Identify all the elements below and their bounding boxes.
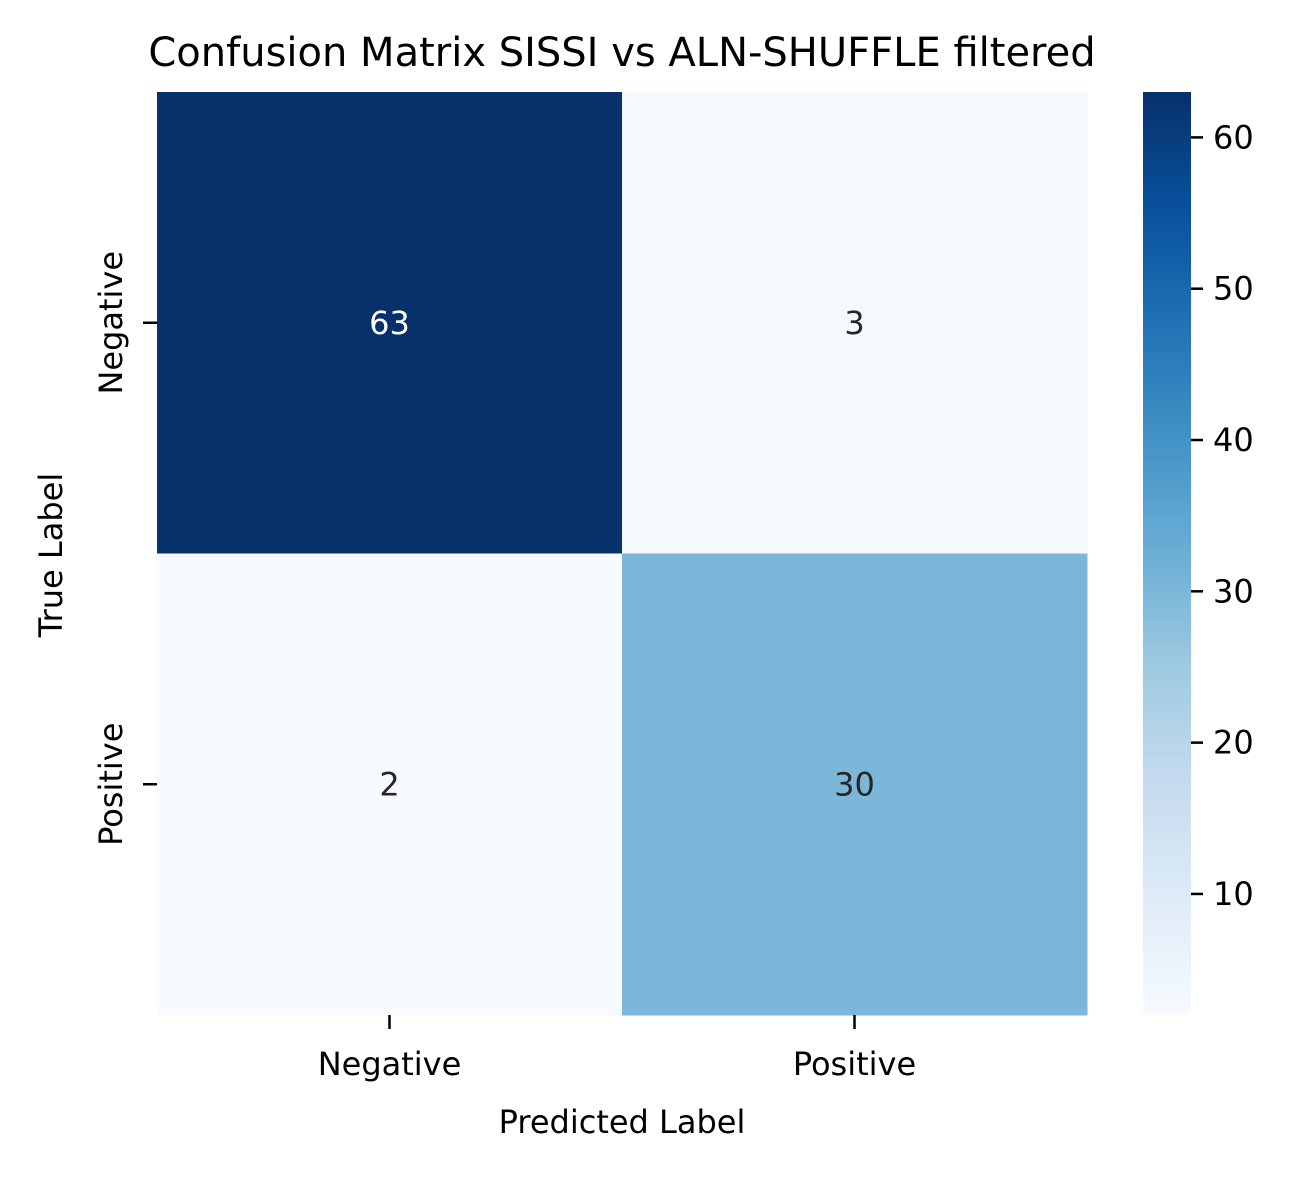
chart-title: Confusion Matrix SISSI vs ALN-SHUFFLE fi… [148, 30, 1095, 76]
heatmap-cell-labels: 63 3 2 30 [369, 304, 875, 804]
heatmap-cells [157, 92, 1088, 1016]
colorbar-ticks: 10 20 30 40 50 60 [1191, 118, 1254, 913]
x-axis-label: Predicted Label [499, 1103, 746, 1141]
cell-value-r0-c1: 3 [844, 304, 864, 342]
colorbar-tick-label-2: 30 [1213, 572, 1254, 610]
cell-value-r0-c0: 63 [369, 304, 410, 342]
y-axis-ticks: Negative Positive [92, 251, 157, 846]
x-tick-label-0: Negative [318, 1045, 462, 1083]
y-tick-label-1: Positive [92, 723, 130, 846]
heatmap-cell-r0-c1 [622, 92, 1088, 554]
colorbar-tick-label-0: 10 [1213, 875, 1254, 913]
colorbar-tick-label-4: 50 [1213, 270, 1254, 308]
cell-value-r1-c1: 30 [834, 765, 875, 803]
colorbar-tick-label-5: 60 [1213, 118, 1254, 156]
colorbar-tick-label-3: 40 [1213, 421, 1254, 459]
x-axis-ticks: Negative Positive [318, 1015, 916, 1083]
y-axis-label: True Label [32, 473, 70, 638]
heatmap-cell-r1-c1 [622, 553, 1088, 1016]
heatmap-cell-r0-c0 [157, 92, 623, 554]
cell-value-r1-c0: 2 [379, 765, 399, 803]
x-tick-label-1: Positive [793, 1045, 916, 1083]
colorbar-tick-label-1: 20 [1213, 724, 1254, 762]
colorbar [1143, 92, 1191, 1015]
heatmap-cell-r1-c0 [157, 553, 623, 1016]
y-tick-label-0: Negative [92, 251, 130, 395]
